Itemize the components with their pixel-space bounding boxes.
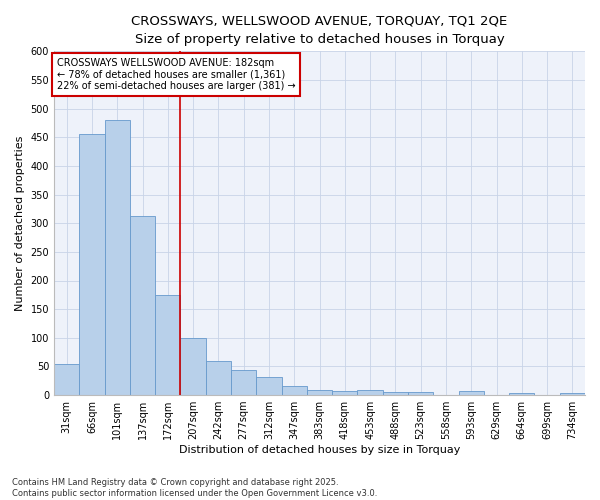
Bar xyxy=(130,216,155,395)
Y-axis label: Number of detached properties: Number of detached properties xyxy=(15,136,25,311)
Bar xyxy=(104,120,130,395)
Bar xyxy=(458,390,484,395)
Bar xyxy=(408,392,433,395)
Text: CROSSWAYS WELLSWOOD AVENUE: 182sqm
← 78% of detached houses are smaller (1,361)
: CROSSWAYS WELLSWOOD AVENUE: 182sqm ← 78%… xyxy=(56,58,295,92)
Bar xyxy=(231,370,256,395)
Bar xyxy=(256,378,281,395)
Bar xyxy=(509,393,535,395)
Bar xyxy=(281,386,307,395)
Title: CROSSWAYS, WELLSWOOD AVENUE, TORQUAY, TQ1 2QE
Size of property relative to detac: CROSSWAYS, WELLSWOOD AVENUE, TORQUAY, TQ… xyxy=(131,15,508,46)
Bar xyxy=(79,134,104,395)
Bar xyxy=(358,390,383,395)
Bar xyxy=(181,338,206,395)
Bar xyxy=(206,362,231,395)
Bar xyxy=(332,390,358,395)
Bar xyxy=(307,390,332,395)
Bar xyxy=(54,364,79,395)
Bar xyxy=(560,393,585,395)
Bar xyxy=(155,295,181,395)
X-axis label: Distribution of detached houses by size in Torquay: Distribution of detached houses by size … xyxy=(179,445,460,455)
Bar xyxy=(383,392,408,395)
Text: Contains HM Land Registry data © Crown copyright and database right 2025.
Contai: Contains HM Land Registry data © Crown c… xyxy=(12,478,377,498)
